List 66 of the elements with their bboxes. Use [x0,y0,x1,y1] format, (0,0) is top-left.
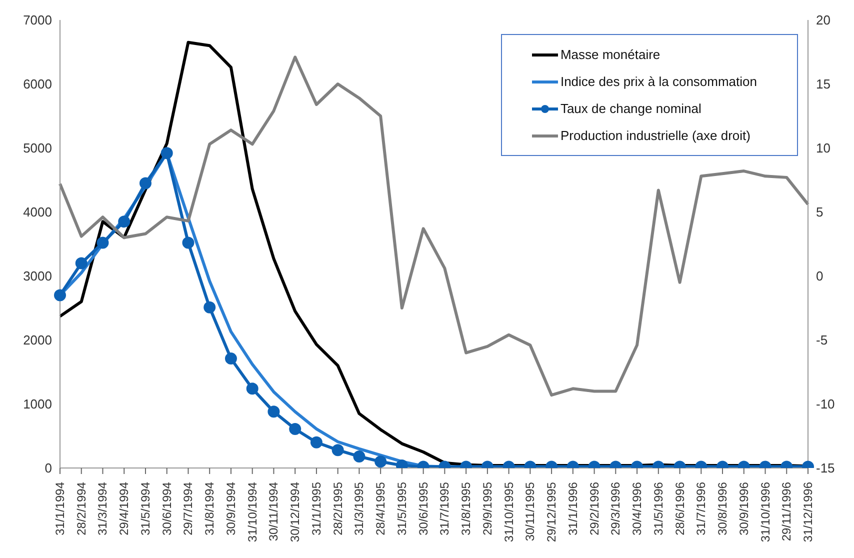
x-tick-label: 28/2/1994 [74,482,88,536]
y-tick-label: 5000 [23,140,52,156]
point [160,147,173,160]
x-tick-label: 29/2/1996 [587,482,602,536]
y2-tick-label: -5 [816,332,828,348]
x-tick-label: 31/1/1996 [566,482,580,536]
x-tick-label: 31/10/1995 [502,482,516,542]
x-tick-label: 30/6/1995 [416,482,430,536]
x-tick-label: 31/1/1994 [53,482,67,536]
x-tick-label: 28/4/1995 [374,482,388,536]
x-tick-label: 30/4/1996 [630,482,644,536]
y2-tick-label: -10 [816,396,835,412]
x-tick-label: 30/12/1994 [288,482,302,542]
x-tick-label: 29/12/1995 [544,482,559,542]
x-tick-label: 29/3/1996 [608,482,623,536]
x-tick-label: 29/7/1994 [181,482,196,536]
x-tick-label: 31/5/1996 [651,482,666,536]
y-tick-label: 2000 [23,332,52,348]
x-tick-label: 30/6/1994 [160,482,174,536]
y-tick-label: 0 [44,460,52,476]
legend-label: Production industrielle (axe droit) [560,128,750,143]
x-tick-label: 31/7/1996 [694,482,708,536]
x-tick-label: 28/2/1995 [330,482,345,536]
x-tick-label: 31/8/1994 [202,482,217,536]
x-tick-label: 31/10/1996 [758,482,772,542]
y2-tick-label: 10 [816,140,830,156]
x-tick-label: 31/5/1994 [138,482,152,536]
y-tick-label: 1000 [23,396,52,412]
point [118,216,130,228]
x-tick-label: 30/8/1996 [716,482,730,536]
x-tick-label: 31/7/1995 [438,482,452,536]
x-tick-label: 30/11/1994 [266,482,281,542]
point [75,257,88,270]
y-tick-label: 6000 [23,76,52,92]
y-tick-label: 4000 [23,204,52,220]
point [54,289,66,302]
x-tick-label: 31/3/1995 [352,482,366,536]
x-tick-label: 29/9/1995 [480,482,494,536]
y-tick-label: 7000 [23,12,52,28]
point [204,301,216,314]
x-tick-label: 31/10/1994 [245,482,260,542]
y-tick-label: 3000 [23,268,52,284]
x-tick-label: 30/11/1995 [523,482,538,542]
point [396,459,408,468]
x-tick-label: 31/3/1994 [96,482,110,536]
x-tick-label: 31/5/1995 [394,482,409,536]
point [139,177,152,190]
legend-label: Masse monétaire [560,47,660,62]
point [224,352,237,365]
x-tick-label: 28/6/1996 [672,482,687,536]
y2-tick-label: 20 [816,12,830,28]
legend-label: Indice des prix à la consommation [560,74,757,89]
x-tick-label: 31/8/1995 [459,482,474,536]
x-tick-label: 29/11/1996 [780,482,794,542]
x-tick-label: 31/12/1996 [801,482,815,542]
x-tick-label: 31/1/1995 [309,482,324,536]
y2-tick-label: -15 [816,460,835,476]
x-tick-label: 30/9/1996 [736,482,751,536]
y2-tick-label: 15 [816,76,830,92]
point [96,236,109,249]
y2-tick-label: 0 [816,268,824,284]
legend-label: Taux de change nominal [560,101,702,116]
y2-tick-label: 5 [816,204,824,220]
point [182,236,194,249]
x-tick-label: 29/4/1994 [117,482,132,536]
x-tick-label: 30/9/1994 [224,482,238,536]
